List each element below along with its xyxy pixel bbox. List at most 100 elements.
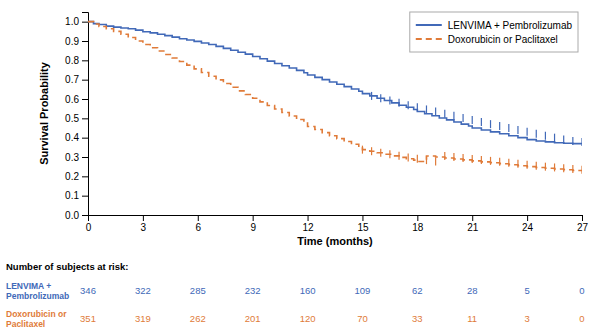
y-tick-mark [82,99,88,100]
at-risk-count: 0 [579,285,584,296]
y-tick: 1.0 [65,16,88,27]
x-tick-mark [582,215,583,221]
y-tick: 0.1 [65,190,88,201]
censor-tick [398,152,399,160]
y-tick-mark [82,157,88,158]
censor-tick [444,110,445,118]
censor-tick [417,103,418,111]
censor-tick [554,134,555,142]
x-tick: 12 [302,215,314,233]
x-tick: 21 [467,215,479,233]
chart-container: 03691215182124270.00.10.20.30.40.50.60.7… [0,0,598,332]
at-risk-count: 120 [300,313,316,324]
x-tick-label: 12 [302,222,314,233]
x-tick: 27 [577,215,589,233]
y-axis-line [82,13,89,216]
legend: LENVIMA + PembrolizumabDoxorubicin or Pa… [410,12,578,52]
y-tick-label: 0.9 [65,36,79,47]
x-tick-mark [253,215,254,221]
censor-tick [499,122,500,130]
censor-tick [508,159,509,167]
censor-tick [462,114,463,122]
x-axis-title: Time (months) [297,235,373,247]
censor-tick [481,156,482,164]
at-risk-header: Number of subjects at risk: [6,261,128,272]
at-risk-row-label: Doxorubicin or [6,309,67,319]
x-tick: 18 [412,215,424,233]
x-tick: 9 [250,215,256,233]
y-tick: 0.3 [65,152,88,163]
censor-tick [499,158,500,166]
censor-tick [389,97,390,105]
x-tick-label: 24 [522,222,534,233]
x-tick-label: 15 [357,222,369,233]
legend-box [410,12,578,52]
x-tick-mark [143,215,144,221]
y-tick-label: 0.4 [65,132,79,143]
y-axis-title: Survival Probability [38,61,50,165]
censor-tick [508,124,509,132]
censor-tick [527,128,528,136]
censor-tick [444,152,445,160]
at-risk-count: 285 [190,285,206,296]
x-tick: 0 [86,215,92,233]
at-risk-count: 33 [412,313,423,324]
y-tick-mark [82,60,88,61]
x-tick-mark [527,215,528,221]
x-tick-label: 9 [250,222,256,233]
censor-tick [563,164,564,172]
y-tick: 0.4 [65,132,88,143]
at-risk-count: 262 [190,313,206,324]
y-axis: 0.00.10.20.30.40.50.60.70.80.91.0 [65,13,88,221]
censor-tick [389,150,390,158]
censor-tick [490,120,491,128]
chart: 03691215182124270.00.10.20.30.40.50.60.7… [0,0,598,332]
x-tick-mark [417,215,418,221]
censor-tick [517,126,518,134]
censor-tick [581,138,582,146]
legend-label: LENVIMA + Pembrolizumab [448,20,573,31]
data-layer [88,22,582,174]
survival-curve [88,22,582,144]
y-tick-mark [82,215,88,216]
censor-tick [380,94,381,102]
at-risk-count: 70 [357,313,368,324]
censor-tick [426,156,427,164]
y-tick: 0.6 [65,94,88,105]
x-tick: 6 [195,215,201,233]
legend-swatch [416,24,442,26]
y-tick-mark [82,22,88,23]
x-tick-label: 0 [86,222,92,233]
censor-tick [490,157,491,165]
at-risk-count: 0 [579,313,584,324]
y-tick-label: 0.6 [65,94,79,105]
censor-tick [545,132,546,140]
y-tick-mark [82,138,88,139]
y-tick-label: 0.7 [65,74,79,85]
censor-tick [380,149,381,157]
at-risk-count: 232 [245,285,261,296]
censor-tick [572,165,573,173]
plot-area: 03691215182124270.00.10.20.30.40.50.60.7… [38,12,588,247]
censor-tick [472,116,473,124]
y-tick: 0.0 [65,210,88,221]
y-tick-mark [82,196,88,197]
censor-tick [417,155,418,163]
censor-tick [435,108,436,116]
y-tick-label: 0.5 [65,113,79,124]
at-risk-count: 109 [355,285,371,296]
at-risk-count: 160 [300,285,316,296]
censor-tick [536,130,537,138]
at-risk-count: 319 [135,313,151,324]
censor-tick [481,118,482,126]
censor-tick [472,155,473,163]
censor-tick [371,147,372,155]
at-risk-row-label: Pembrolizumab [6,291,69,301]
censor-tick [408,101,409,109]
censor-tick [563,136,564,144]
at-risk-count: 351 [80,313,96,324]
y-tick: 0.9 [65,36,88,47]
at-risk-count: 322 [135,285,151,296]
legend-swatch [416,38,442,40]
censor-tick [581,166,582,174]
